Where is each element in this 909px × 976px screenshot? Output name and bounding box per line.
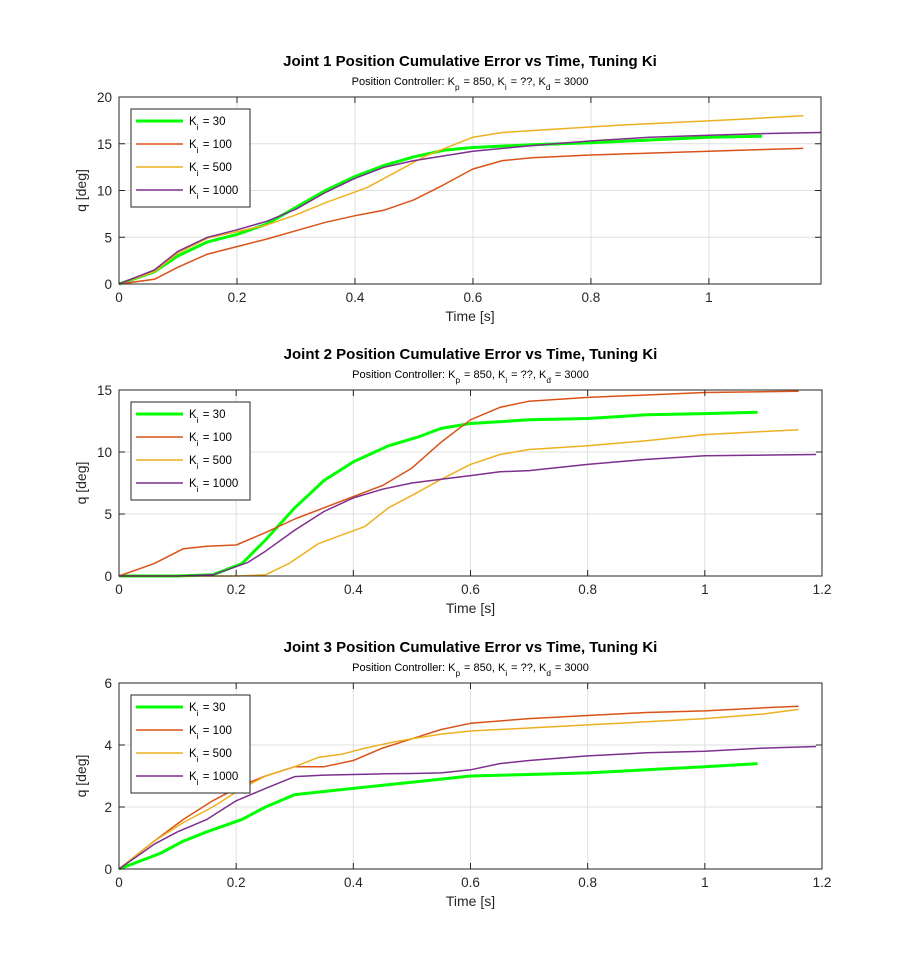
chart-subtitle: Position Controller: Kp = 850, Ki = ??, … xyxy=(352,76,589,92)
x-tick-label: 0.8 xyxy=(578,582,597,597)
y-tick-label: 20 xyxy=(97,90,112,105)
legend-entry-label: Ki = 100 xyxy=(189,725,232,741)
series-line-ki-100 xyxy=(118,705,799,870)
y-axis-label: q [deg] xyxy=(73,462,89,505)
series-line-ki-100 xyxy=(118,147,804,285)
chart-title: Joint 2 Position Cumulative Error vs Tim… xyxy=(284,346,658,363)
x-tick-label: 0 xyxy=(115,290,123,305)
chart-title: Joint 1 Position Cumulative Error vs Tim… xyxy=(283,53,657,70)
legend-entry-label: Ki = 1000 xyxy=(189,478,238,494)
x-tick-label: 0.2 xyxy=(227,582,246,597)
x-tick-label: 0 xyxy=(115,875,123,890)
legend-entry-label: Ki = 100 xyxy=(189,139,232,155)
x-axis-label: Time [s] xyxy=(446,893,495,909)
series-line-ki-1000 xyxy=(119,453,817,577)
series-line-ki-500 xyxy=(119,428,799,577)
x-tick-label: 0.8 xyxy=(582,290,601,305)
x-tick-label: 0.6 xyxy=(461,582,480,597)
legend-entry-label: Ki = 500 xyxy=(189,748,232,764)
legend-entry-label: Ki = 30 xyxy=(189,116,225,132)
x-tick-label: 0.2 xyxy=(227,875,246,890)
x-tick-label: 0.8 xyxy=(578,875,597,890)
x-tick-label: 0 xyxy=(115,582,123,597)
chart-subtitle: Position Controller: Kp = 850, Ki = ??, … xyxy=(352,662,589,678)
x-tick-label: 0.4 xyxy=(344,875,363,890)
x-tick-label: 1 xyxy=(701,875,709,890)
y-tick-label: 10 xyxy=(97,445,112,460)
x-tick-label: 0.2 xyxy=(228,290,247,305)
x-tick-label: 1.2 xyxy=(813,582,832,597)
x-tick-label: 0.6 xyxy=(464,290,483,305)
x-tick-label: 1 xyxy=(701,582,709,597)
x-tick-label: 1.2 xyxy=(813,875,832,890)
legend-entry-label: Ki = 30 xyxy=(189,409,225,425)
series-line-ki-1000 xyxy=(118,745,817,870)
legend-entry-label: Ki = 100 xyxy=(189,432,232,448)
series-line-ki-500 xyxy=(118,708,799,870)
y-tick-label: 6 xyxy=(104,676,112,691)
legend: Ki = 30 Ki = 100 Ki = 500 Ki = 1000 xyxy=(130,401,251,501)
series-line-ki-30 xyxy=(118,762,758,871)
x-tick-label: 0.4 xyxy=(344,582,363,597)
x-axis-label: Time [s] xyxy=(446,600,495,616)
chart-3: 0 0.2 0.4 0.6 0.8 1 1.2 0 2 4 6 Time [s] q [deg] Join… xyxy=(73,639,831,909)
y-tick-label: 15 xyxy=(97,383,112,398)
series-line-ki-1000 xyxy=(118,131,822,285)
legend-entry-label: Ki = 1000 xyxy=(189,771,238,787)
y-tick-label: 5 xyxy=(104,507,112,522)
series-line-ki-500 xyxy=(118,114,804,285)
legend-entry-label: Ki = 500 xyxy=(189,455,232,471)
y-tick-label: 2 xyxy=(104,800,112,815)
series-line-ki-30 xyxy=(118,134,763,286)
legend-entry-label: Ki = 30 xyxy=(189,702,225,718)
x-tick-label: 0.4 xyxy=(346,290,365,305)
x-tick-label: 1 xyxy=(705,290,713,305)
y-tick-label: 10 xyxy=(97,184,112,199)
y-tick-label: 4 xyxy=(104,738,112,753)
y-tick-label: 0 xyxy=(104,569,112,584)
legend: Ki = 30 Ki = 100 Ki = 500 Ki = 1000 xyxy=(130,694,251,794)
y-axis-label: q [deg] xyxy=(73,169,89,212)
chart-2: 0 0.2 0.4 0.6 0.8 1 1.2 0 5 10 15 Time [s] q [deg] Jo… xyxy=(73,346,831,616)
legend: Ki = 30 Ki = 100 Ki = 500 Ki = 1000 xyxy=(130,108,251,208)
legend-entry-label: Ki = 500 xyxy=(189,162,232,178)
y-axis-label: q [deg] xyxy=(73,755,89,798)
y-tick-label: 15 xyxy=(97,137,112,152)
y-tick-label: 5 xyxy=(104,230,112,245)
x-axis-label: Time [s] xyxy=(445,308,494,324)
x-tick-label: 0.6 xyxy=(461,875,480,890)
chart-subtitle: Position Controller: Kp = 850, Ki = ??, … xyxy=(352,369,589,385)
y-tick-label: 0 xyxy=(104,277,112,292)
chart-title: Joint 3 Position Cumulative Error vs Tim… xyxy=(284,639,658,656)
y-tick-label: 0 xyxy=(104,862,112,877)
legend-entry-label: Ki = 1000 xyxy=(189,185,238,201)
series-line-ki-100 xyxy=(118,390,799,577)
